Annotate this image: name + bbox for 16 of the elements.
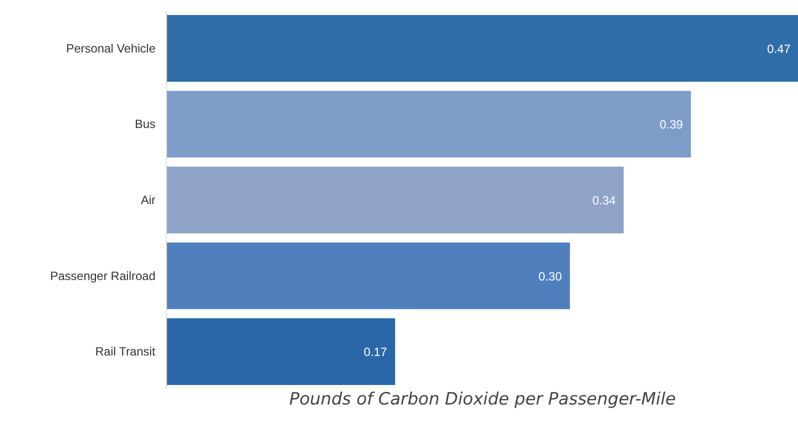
y-tick-label: Rail Transit [95,344,156,359]
bar [166,318,396,385]
bar [166,242,570,310]
data-label: 0.34 [592,194,616,208]
bar [166,90,691,158]
bar [166,166,624,234]
y-tick-label: Air [140,193,156,207]
bar [166,15,798,82]
y-tick-label: Personal Vehicle [66,41,156,56]
data-label: 0.17 [364,345,388,360]
x-axis-title: Pounds of Carbon Dioxide per Passenger-Mile [289,390,676,410]
y-tick-label: Bus [134,117,156,132]
y-tick-label: Passenger Railroad [50,268,156,283]
data-label: 0.39 [660,118,684,132]
data-label: 0.47 [767,42,791,56]
data-label: 0.30 [538,269,562,284]
